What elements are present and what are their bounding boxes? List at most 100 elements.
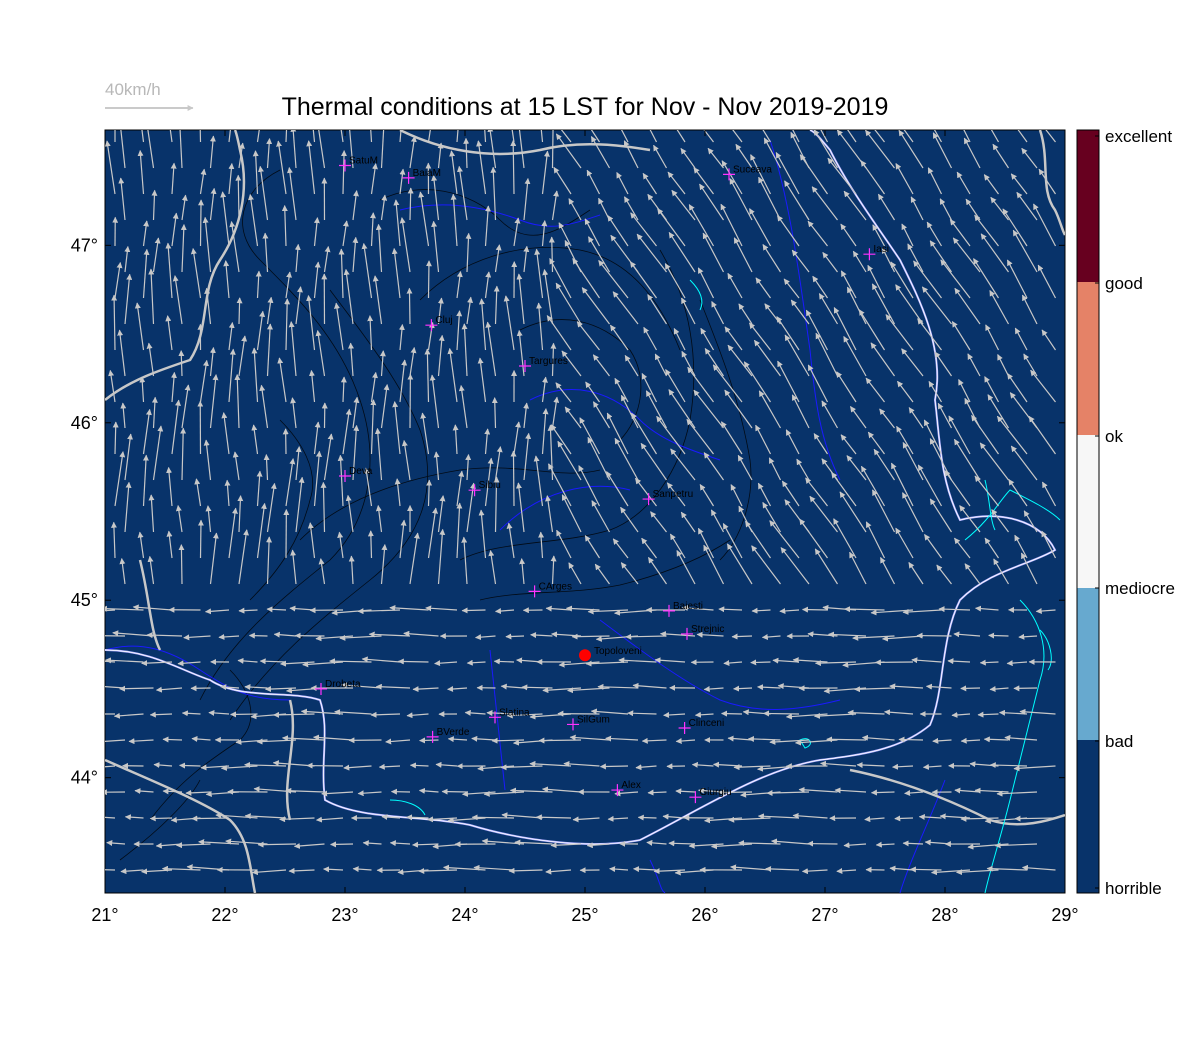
city-marker [689,791,702,804]
wind-arrow [228,130,231,143]
wind-arrow [614,437,639,481]
wind-arrow [343,268,354,325]
wind-arrow [523,402,530,429]
wind-arrow [397,658,429,665]
wind-arrow [132,604,173,611]
wind-arrow [238,335,248,377]
wind-arrow [342,220,349,247]
city-marker [339,470,351,483]
wind-arrow [370,371,378,403]
wind-arrow [926,221,943,247]
wind-arrow [931,869,971,876]
city-label: Targures [529,356,568,367]
wind-arrow [391,247,401,299]
wind-arrow [142,454,149,507]
wind-arrow [367,315,374,351]
wind-arrow [1021,147,1038,169]
wind-arrow [518,130,525,169]
wind-arrow [569,734,610,741]
wind-arrow [284,298,291,351]
wind-arrow [199,359,209,403]
wind-arrow [437,334,445,377]
wind-arrow [418,787,439,794]
wind-arrow [540,130,544,143]
wind-arrow [987,394,1010,429]
wind-arrow [812,275,828,299]
wind-arrow [551,130,554,169]
wind-arrow [323,866,344,873]
wind-arrow [606,471,629,507]
wind-arrow [1021,864,1056,871]
wind-arrow [956,171,971,195]
city-marker [678,721,691,734]
wind-arrow [541,150,550,195]
wind-arrow [699,183,724,221]
wind-arrow [572,258,600,299]
wind-arrow [179,762,201,769]
wind-arrow [775,152,800,195]
wind-arrow [997,354,1010,377]
wind-arrow [533,455,544,507]
wind-arrow [585,381,600,403]
wind-arrow [276,140,287,195]
wind-arrow [769,520,800,559]
wind-arrow [266,606,287,613]
wind-arrow [465,454,472,481]
wind-arrow [198,839,240,846]
wind-arrow [598,260,629,299]
wind-arrow [503,295,515,351]
wind-arrow [1004,734,1038,741]
legend-band [1077,588,1099,740]
wind-arrow [757,482,772,507]
wind-arrow [118,177,126,221]
wind-arrow [484,457,494,507]
wind-arrow [501,812,543,819]
wind-arrow [607,815,629,822]
wind-arrow [466,482,476,533]
wind-arrow [846,455,867,481]
wind-arrow [117,329,126,377]
wind-arrow [277,357,287,403]
wind-arrow [146,632,183,639]
wind-arrow [874,130,885,143]
wind-arrow [142,248,150,299]
wind-arrow [363,467,373,507]
wind-arrow [340,376,347,403]
wind-arrow [576,321,600,351]
wind-arrow [178,350,185,377]
map-background [104,129,1066,894]
wind-arrow [494,608,515,615]
wind-arrow [285,271,293,299]
wind-arrow [571,633,610,640]
wind-arrow [399,130,402,143]
wind-arrow [209,532,219,585]
wind-arrow [703,130,714,143]
wind-arrow [834,787,867,794]
wind-arrow [320,481,327,533]
wind-arrow [726,543,753,585]
wind-arrow [865,377,885,403]
wind-arrow [963,137,981,169]
wind-arrow [901,348,924,377]
wind-arrow [631,412,658,455]
wind-arrow [437,297,444,325]
wind-arrow [1028,415,1056,455]
wind-arrow [983,174,999,195]
wind-arrow [447,686,468,692]
wind-arrow [172,275,183,325]
city-label: Clinceni [689,718,725,729]
wind-arrow [890,462,914,507]
city-marker [468,484,481,497]
wind-arrow [181,710,201,717]
wind-arrow [485,321,497,377]
wind-arrow [280,660,315,667]
wind-arrow [228,163,235,195]
map-title: Thermal conditions at 15 LST for Nov - N… [281,93,889,121]
wind-arrow [768,457,782,481]
wind-arrow [635,764,657,771]
wind-arrow [871,489,896,533]
city-label: BaiaM [413,168,441,179]
wind-arrow [879,408,895,429]
wind-arrow [381,814,401,821]
city-label: SilGum [577,714,610,725]
